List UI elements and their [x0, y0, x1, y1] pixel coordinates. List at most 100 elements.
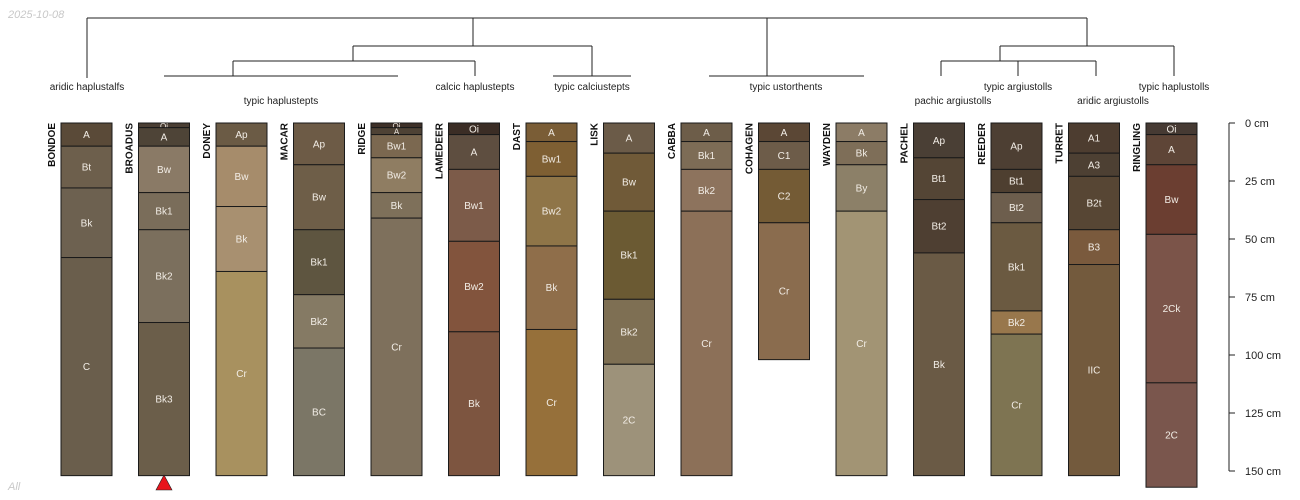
- profile-name: MACAR: [280, 122, 291, 160]
- horizon-label: 2Ck: [1163, 304, 1182, 315]
- horizon-bk1: [680, 141, 733, 170]
- horizon-bw2: [525, 175, 578, 247]
- horizon-label: Bk3: [155, 395, 173, 406]
- horizon-label: B2t: [1086, 199, 1101, 210]
- dendrogram: [86, 17, 1175, 78]
- taxon-labels: aridic haplustalfs typic haplustepts calci…: [50, 82, 1210, 107]
- horizon-label: Bk: [856, 149, 869, 160]
- horizon-label: Bw: [622, 178, 637, 189]
- profile-turret: A1 A3 B2t B3 IIC TURRET: [1055, 122, 1120, 477]
- profile-pachel: Ap Bt1 Bt2 Bk PACHEL: [900, 122, 965, 477]
- tick-label: 125 cm: [1245, 408, 1281, 420]
- horizon-2ck: [1145, 233, 1198, 384]
- horizon-bw1: [448, 168, 500, 242]
- profile-macar: Ap Bw Bk1 Bk2 BC MACAR: [280, 122, 345, 477]
- horizon-label: C2: [778, 192, 791, 203]
- horizon-label: Cr: [1011, 400, 1022, 411]
- horizon-label: Bk: [391, 201, 404, 212]
- horizon-label: Bw: [312, 193, 327, 204]
- taxon-label-typic-argiustolls: typic argiustolls: [984, 82, 1052, 93]
- profile-lamedeer: Oi A Bw1 Bw2 Bk LAMEDEER: [435, 122, 500, 477]
- horizon-label: Bw: [235, 172, 250, 183]
- horizon-label: Bk1: [310, 258, 328, 269]
- horizon-bw: [215, 145, 268, 208]
- tick-label: 25 cm: [1245, 176, 1275, 188]
- horizon-label: Bk2: [155, 272, 173, 283]
- horizon-bk: [525, 245, 578, 330]
- horizon-label: Bk2: [310, 317, 328, 328]
- horizon-label: Ap: [235, 130, 248, 141]
- horizon-label: Ap: [1010, 142, 1023, 153]
- horizon-label: Cr: [779, 287, 790, 298]
- horizon-label: Bw: [157, 165, 172, 176]
- horizon-bw: [1145, 164, 1198, 235]
- horizon-bt: [60, 145, 113, 189]
- profile-cabba: A Bk1 Bk2 Cr CABBA: [667, 122, 733, 477]
- horizon-c: [60, 257, 113, 477]
- horizon-label: Bk2: [1008, 318, 1026, 329]
- profile-name: PACHEL: [900, 123, 911, 163]
- horizon-cr: [758, 222, 810, 361]
- horizon-label: A1: [1088, 134, 1101, 145]
- profile-broadus: OiA Bw Bk1 Bk2 Bk3 BROADUS: [125, 122, 190, 477]
- horizon-label: A: [703, 128, 710, 139]
- profile-doney: Ap Bw Bk Cr DONEY: [202, 122, 268, 477]
- tick-label: 50 cm: [1245, 234, 1275, 246]
- horizon-bk2: [138, 229, 190, 324]
- horizon-bk: [913, 252, 965, 477]
- profile-name: BONDOE: [47, 123, 58, 167]
- horizon-label: Bw1: [542, 154, 562, 165]
- tick-label: 0 cm: [1245, 118, 1269, 130]
- tick-label: 150 cm: [1245, 466, 1281, 478]
- horizon-bw1: [525, 141, 578, 177]
- horizon-label: Bk1: [698, 151, 716, 162]
- horizon-c2: [758, 168, 810, 224]
- profile-name: LISK: [590, 122, 601, 146]
- horizon-label: Bt: [82, 163, 92, 174]
- horizon-bk1: [293, 229, 345, 296]
- horizon-label: A3: [1088, 160, 1101, 171]
- horizon-bt2: [913, 199, 965, 254]
- horizon-label: Bk: [236, 235, 249, 246]
- horizon-bw2: [370, 157, 423, 194]
- horizon-label: BC: [312, 407, 326, 418]
- horizon-label: Cr: [391, 342, 402, 353]
- profile-ringling: Oi A Bw 2Ck 2C RINGLING: [1132, 122, 1198, 488]
- horizon-ap: [913, 122, 965, 159]
- horizon-label: Bk2: [698, 186, 716, 197]
- profile-name: DAST: [512, 123, 523, 150]
- horizon-label: B3: [1088, 243, 1101, 254]
- taxon-label-pachic-argiustolls: pachic argiustolls: [915, 96, 992, 107]
- horizon-label: Bt2: [931, 222, 946, 233]
- profile-name: RINGLING: [1132, 123, 1143, 172]
- horizon-label: Bw2: [542, 207, 562, 218]
- horizon-cr: [990, 333, 1043, 477]
- horizon-label: Bk1: [620, 251, 638, 262]
- horizon-bk2: [293, 294, 345, 349]
- horizon-a: [1145, 134, 1198, 166]
- horizon-label: Bk: [546, 283, 559, 294]
- tick-label: 100 cm: [1245, 350, 1281, 362]
- horizon-label: Bw2: [464, 282, 484, 293]
- horizon-bk2: [680, 168, 733, 212]
- horizon-label: 2C: [623, 415, 636, 426]
- horizon-a: [603, 122, 655, 154]
- horizon-b3: [1068, 229, 1120, 266]
- horizon-label: IIC: [1088, 366, 1101, 377]
- horizon-label: Bw1: [387, 142, 407, 153]
- horizon-bk1: [603, 210, 655, 300]
- horizon-cr: [525, 328, 578, 477]
- horizon-label: Bk: [933, 360, 946, 371]
- horizon-label: Bt1: [1009, 177, 1024, 188]
- horizon-bt1: [913, 157, 965, 201]
- horizon-cr: [370, 217, 423, 477]
- horizon-label: Bt2: [1009, 203, 1024, 214]
- taxon-label-calcic-haplustepts: calcic haplustepts: [436, 82, 515, 93]
- tick-label: 75 cm: [1245, 292, 1275, 304]
- horizon-label: A: [161, 132, 168, 143]
- horizon-label: By: [856, 183, 868, 194]
- horizon-bc: [293, 347, 345, 477]
- horizon-label: Bw2: [387, 171, 407, 182]
- horizon-label: A: [781, 128, 788, 139]
